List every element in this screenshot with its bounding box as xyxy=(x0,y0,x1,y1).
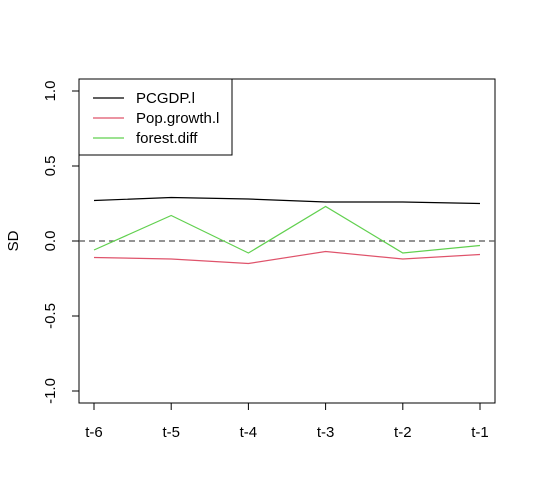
x-tick-label: t-3 xyxy=(317,424,335,441)
legend-label: forest.diff xyxy=(136,130,198,147)
y-tick-label: 1.0 xyxy=(42,81,59,102)
y-axis-label: SD xyxy=(5,230,22,251)
series-line-forest-diff xyxy=(93,205,481,254)
x-tick-label: t-6 xyxy=(85,424,103,441)
legend-box xyxy=(78,78,233,156)
x-tick-label: t-2 xyxy=(394,424,412,441)
legend: PCGDP.l Pop.growth.l forest.diff xyxy=(78,78,233,156)
y-tick-label: -0.5 xyxy=(42,303,59,329)
legend-label: Pop.growth.l xyxy=(136,110,219,127)
x-tick-label: t-1 xyxy=(471,424,489,441)
y-tick-label: 0.0 xyxy=(42,231,59,252)
series-group xyxy=(93,196,481,265)
axes: t-6 t-5 t-4 t-3 t-2 t-1 -1.0 -0.5 0.0 0.5 1.0 xyxy=(42,81,489,441)
x-tick-label: t-4 xyxy=(240,424,258,441)
series-line-pcgdp-l xyxy=(93,196,481,205)
y-tick-label: 0.5 xyxy=(42,156,59,177)
y-tick-label: -1.0 xyxy=(42,378,59,404)
series-line-pop-growth-l xyxy=(93,250,481,265)
legend-label: PCGDP.l xyxy=(136,90,195,107)
x-tick-label: t-5 xyxy=(162,424,180,441)
